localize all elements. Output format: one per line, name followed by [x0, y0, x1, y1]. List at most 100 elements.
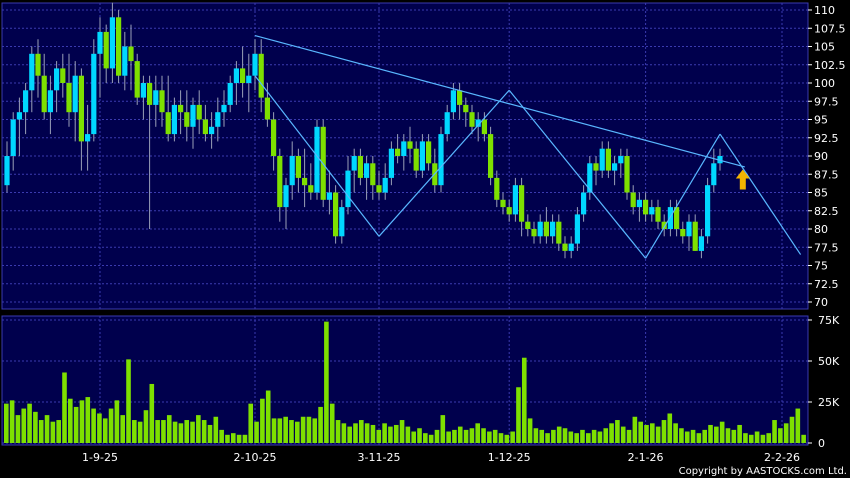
candle-down: [661, 221, 667, 229]
x-tick-label: 3-11-25: [358, 451, 401, 464]
volume-bar: [521, 357, 527, 443]
candle-up: [599, 148, 605, 171]
candle-down: [655, 207, 661, 222]
volume-bar: [166, 415, 172, 443]
volume-bar: [498, 433, 504, 443]
price-tick-label: 102.5: [814, 59, 846, 72]
trend-line: [378, 89, 510, 237]
copyright-text: Copyright by AASTOCKS.com Ltd.: [679, 466, 847, 477]
volume-bar: [586, 433, 591, 443]
volume-bar: [382, 423, 387, 443]
volume-bar: [120, 415, 125, 443]
volume-bar: [696, 433, 702, 443]
candle-up: [4, 156, 10, 186]
candle-up: [233, 68, 239, 83]
candle-up: [419, 141, 425, 171]
volume-bar: [44, 415, 50, 443]
breakout-arrow: [735, 169, 750, 190]
volume-bar: [457, 426, 463, 443]
volume-bar: [556, 426, 562, 443]
volume-bar: [254, 421, 259, 443]
price-tick-label: 105: [814, 41, 835, 54]
volume-tick-label: 50K: [818, 355, 840, 368]
volume-bar: [370, 424, 376, 443]
candle-up: [649, 207, 655, 215]
price-tick-label: 107.5: [814, 22, 846, 35]
candle-up: [444, 112, 450, 135]
volume-bar: [626, 429, 632, 443]
volume-bar: [661, 420, 667, 443]
volume-bar: [673, 423, 678, 443]
volume-bar: [184, 420, 190, 443]
volume-bar: [655, 426, 661, 443]
volume-bar: [801, 434, 806, 443]
candle-up: [711, 163, 717, 186]
candle-down: [196, 104, 202, 120]
candle-up: [209, 126, 215, 135]
candle-down: [41, 75, 47, 113]
candle-down: [240, 68, 246, 83]
candle-up: [475, 119, 481, 127]
volume-bar: [341, 423, 347, 443]
volume-bar: [318, 406, 323, 443]
volume-bar: [207, 424, 213, 443]
price-tick-label: 97.5: [814, 95, 839, 108]
candle-up: [289, 156, 295, 186]
candle-down: [277, 156, 283, 208]
volume-bar: [236, 434, 242, 443]
candle-down: [624, 156, 630, 193]
price-tick-label: 95: [814, 114, 828, 127]
volume-bar: [492, 429, 498, 443]
volume-bar: [690, 429, 696, 443]
volume-bar: [137, 421, 143, 443]
candle-down: [463, 104, 469, 113]
volume-bar: [719, 421, 725, 443]
volume-bar: [190, 421, 195, 443]
price-tick-label: 70: [814, 296, 828, 309]
candle-down: [302, 177, 308, 186]
price-tick-label: 90: [814, 150, 828, 163]
candle-up: [581, 192, 587, 215]
trend-line: [719, 133, 802, 255]
volume-bar: [376, 429, 382, 443]
candle-down: [376, 185, 382, 193]
volume-bar: [283, 416, 288, 443]
candle-down: [78, 75, 84, 142]
candle-down: [643, 199, 649, 215]
x-tick-label: 1-12-25: [488, 451, 531, 464]
price-tick-label: 100: [814, 77, 835, 90]
candle-up: [153, 90, 159, 105]
candle-up: [717, 156, 723, 164]
candle-up: [171, 104, 177, 135]
volume-bar: [85, 397, 91, 443]
candle-down: [184, 112, 190, 127]
volume-bar: [539, 429, 545, 443]
candle-up: [364, 163, 370, 178]
volume-bar: [149, 383, 155, 443]
volume-bar: [510, 431, 515, 443]
volume-bar: [644, 424, 649, 443]
volume-bar: [615, 420, 620, 443]
volume-axis-labels: 75K 50K 25K 0: [818, 314, 840, 450]
volume-bar: [97, 413, 102, 443]
candle-up: [438, 134, 444, 186]
candle-up: [612, 163, 618, 171]
volume-bar: [778, 428, 783, 443]
volume-bar: [335, 420, 341, 443]
volume-bar: [21, 408, 27, 443]
candle-up: [568, 243, 574, 251]
candle-down: [593, 163, 599, 171]
volume-bar: [271, 418, 277, 443]
volume-bar: [242, 434, 248, 443]
candle-up: [636, 199, 642, 208]
volume-bar: [324, 321, 329, 443]
volume-bar: [219, 429, 224, 443]
volume-bar: [574, 433, 579, 443]
candle-up: [221, 104, 227, 113]
candle-up: [47, 90, 53, 113]
volume-bar: [423, 433, 428, 443]
candle-down: [308, 185, 314, 193]
candle-up: [450, 90, 456, 113]
candle-up: [227, 83, 233, 105]
price-tick-label: 72.5: [814, 278, 839, 291]
